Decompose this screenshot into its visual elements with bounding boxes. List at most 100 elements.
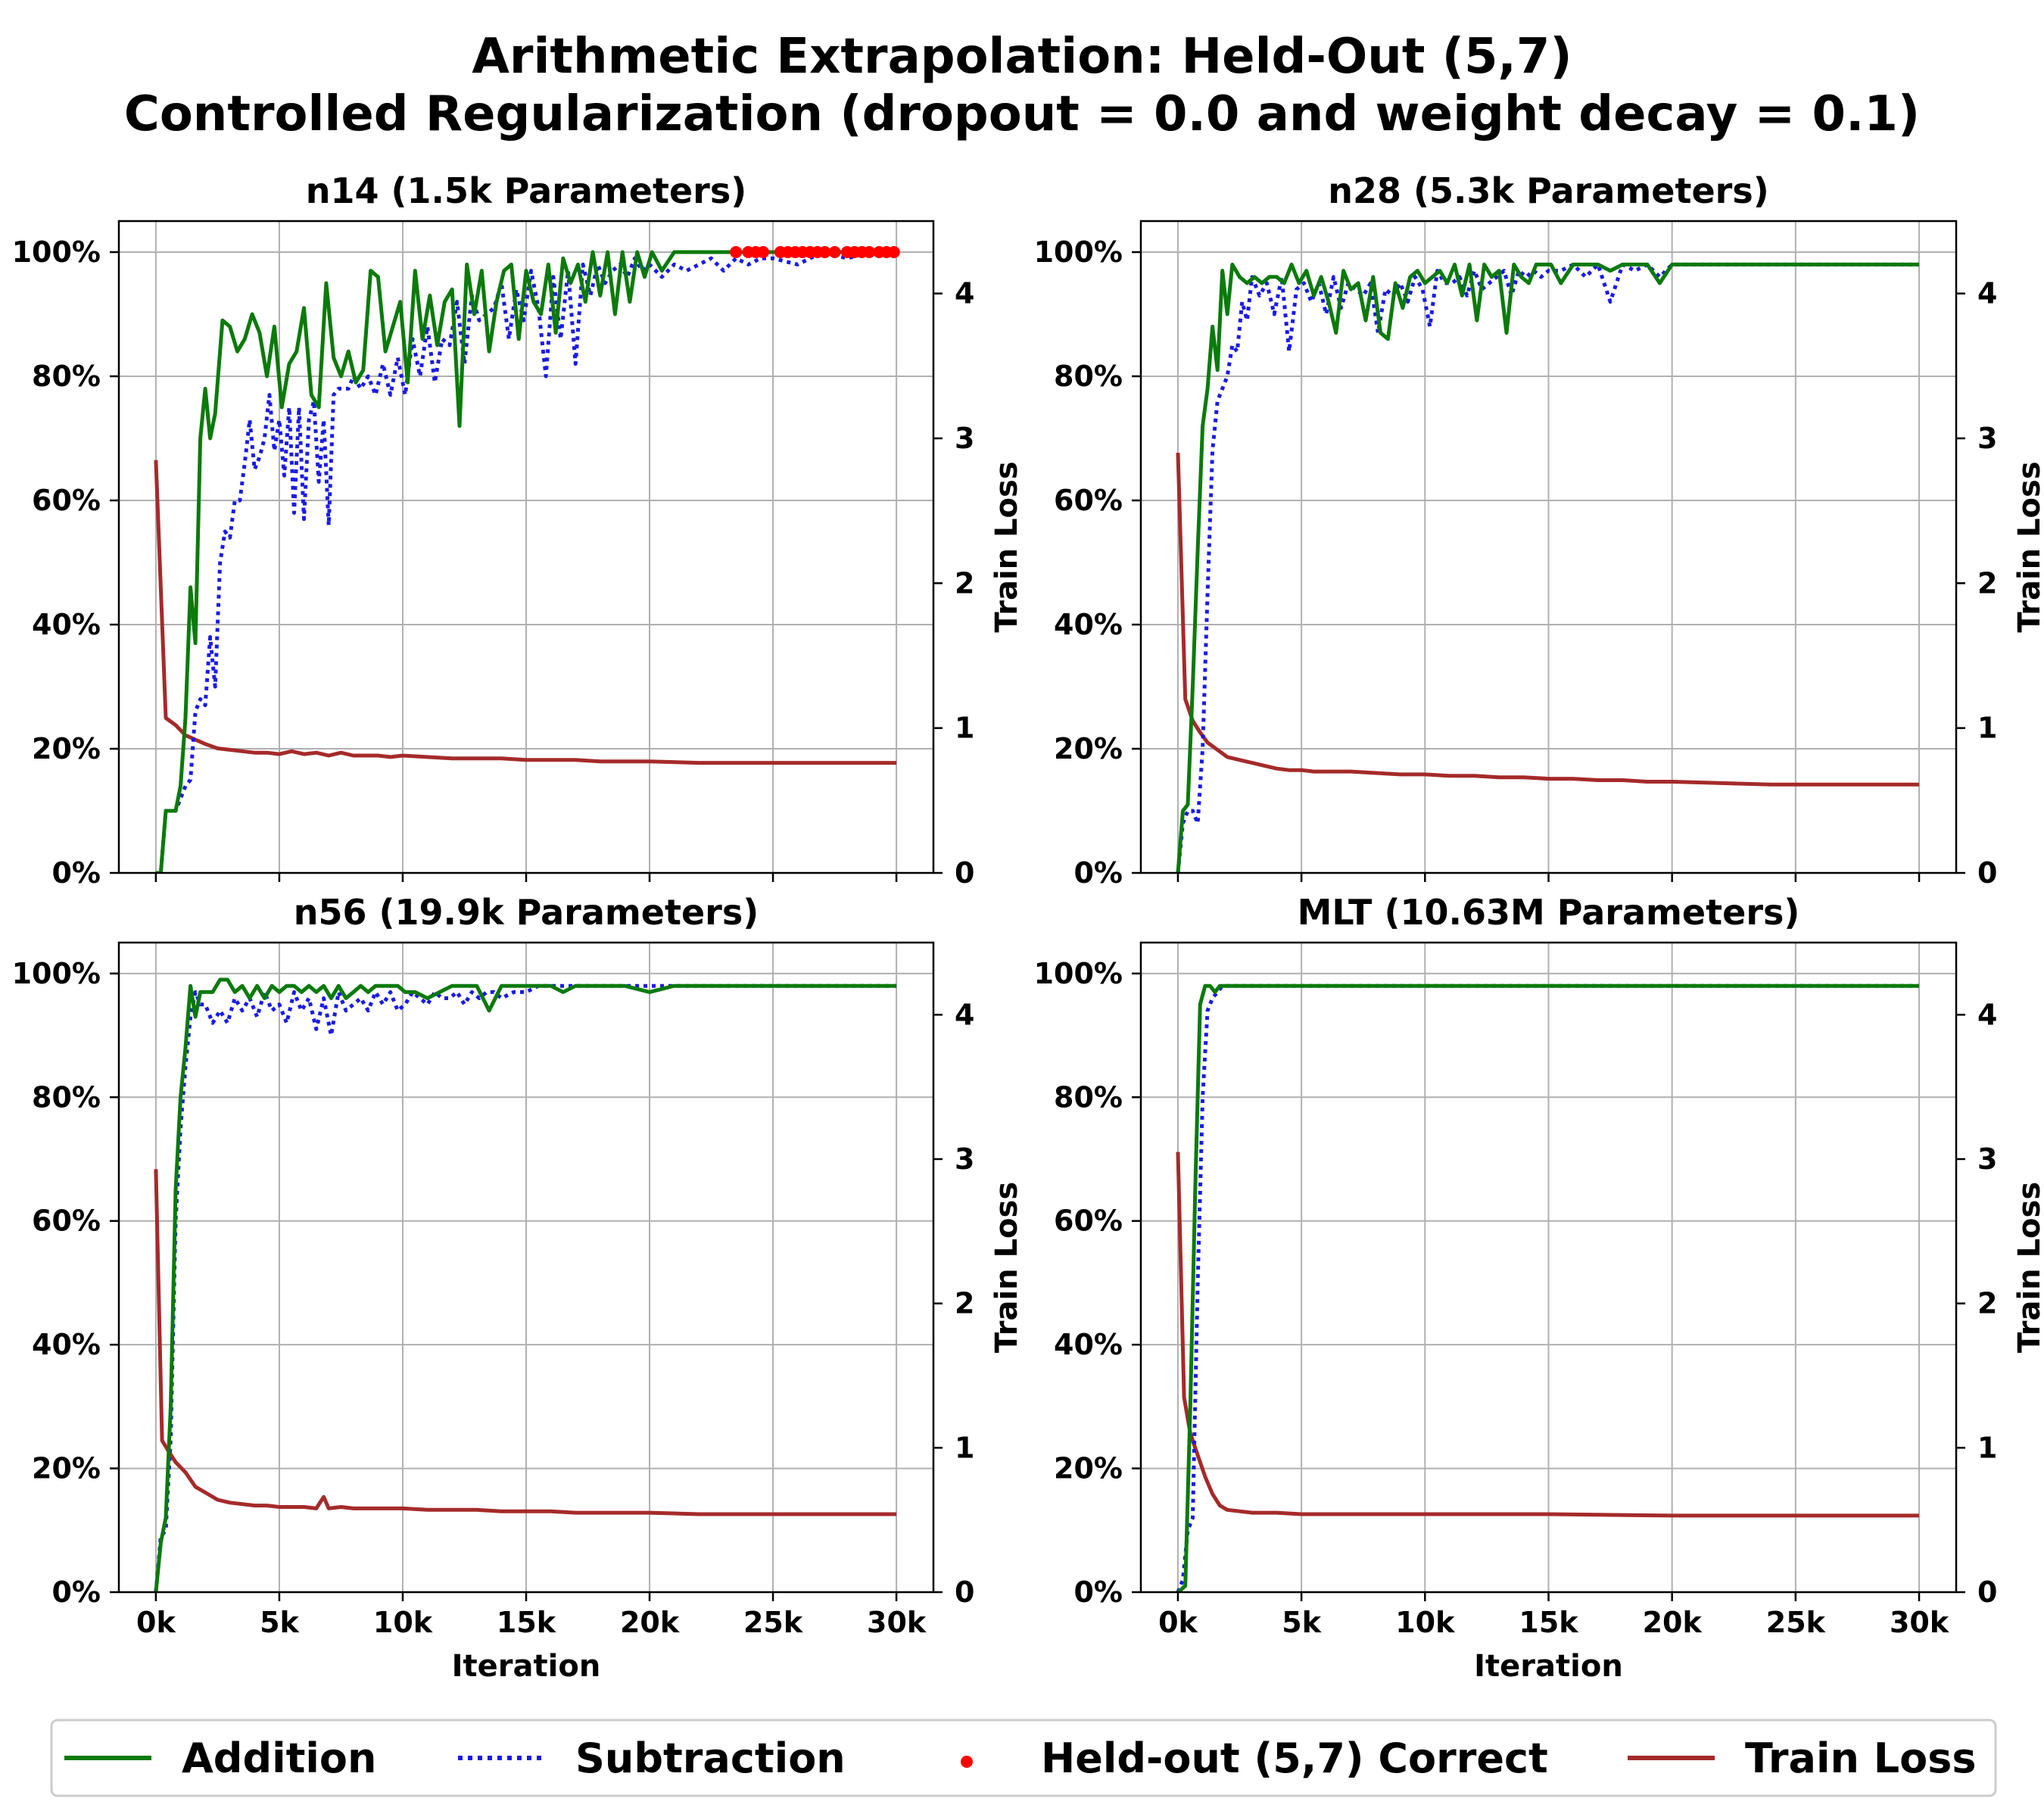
legend: Addition Subtraction Held-out (5,7) Corr… <box>50 1719 1997 1797</box>
y-left-tick-label: 60% <box>1054 1205 1123 1238</box>
y-right-tick-label: 3 <box>1977 422 1997 455</box>
x-tick-label: 10k <box>373 1606 433 1639</box>
y-left-tick-label: 20% <box>1054 1452 1123 1485</box>
y-right-tick-label: 2 <box>1977 566 1997 600</box>
y-left-tick-label: 40% <box>32 1328 101 1361</box>
y-left-tick-label: 0% <box>51 1575 101 1609</box>
y-right-tick-label: 0 <box>955 856 974 890</box>
legend-heldout-marker <box>961 1756 973 1768</box>
heldout-marker <box>887 246 900 258</box>
x-tick-label: 20k <box>620 1606 680 1639</box>
y-left-tick-label: 20% <box>32 732 101 765</box>
series-group <box>1176 262 1919 873</box>
subplot-title: n28 (5.3k Parameters) <box>1328 170 1769 211</box>
x-tick-label: 10k <box>1395 1606 1455 1639</box>
y-left-tick-label: 60% <box>32 484 101 517</box>
y-right-tick-label: 4 <box>955 998 974 1031</box>
y-right-tick-label: 0 <box>1977 1575 1997 1609</box>
y-right-tick-label: 0 <box>955 1575 974 1609</box>
series-train-loss-line <box>1176 1152 1919 1518</box>
y-left-tick-label: 60% <box>32 1205 101 1238</box>
y-left-tick-label: 40% <box>1054 608 1123 641</box>
y-left-tick-label: 80% <box>1054 1080 1123 1114</box>
subplot-2: 0% 20% 40% 60% 80% 100% 0 1 2 3 4 n28 (5.3k Paramet… <box>1034 170 2044 890</box>
heldout-marker <box>863 246 876 258</box>
y-left-tick-label: 80% <box>32 1080 101 1114</box>
y-right-tick-label: 4 <box>955 277 974 310</box>
figure-title-line1: Arithmetic Extrapolation: Held-Out (5,7) <box>472 29 1572 85</box>
legend-train-loss-label: Train Loss <box>1745 1734 1977 1782</box>
y-left-tick-label: 100% <box>1034 235 1123 269</box>
legend-heldout-label: Held-out (5,7) Correct <box>1041 1734 1548 1782</box>
y-left-tick-label: 100% <box>12 957 101 990</box>
subplot-title: n56 (19.9k Parameters) <box>294 892 759 933</box>
y-right-tick-label: 2 <box>1977 1287 1997 1320</box>
x-tick-label: 0k <box>1158 1606 1198 1639</box>
heldout-marker <box>818 246 831 258</box>
series-subtraction-line <box>154 983 897 1592</box>
heldout-marker <box>730 246 743 258</box>
series-group <box>154 246 900 873</box>
legend-subtraction-label: Subtraction <box>575 1734 846 1782</box>
series-addition-line <box>154 977 897 1592</box>
y-right-axis-label: Train Loss <box>989 1182 1024 1353</box>
y-left-tick-label: 60% <box>1054 484 1123 517</box>
y-left-tick-label: 20% <box>32 1452 101 1485</box>
y-right-tick-label: 3 <box>955 422 974 455</box>
y-right-tick-label: 1 <box>1977 712 1997 745</box>
x-tick-label: 25k <box>1766 1606 1826 1639</box>
y-right-tick-label: 0 <box>1977 856 1997 890</box>
x-axis-label: Iteration <box>1474 1649 1623 1684</box>
series-train-loss-line <box>1176 453 1919 787</box>
y-left-tick-label: 20% <box>1054 732 1123 765</box>
y-left-tick-label: 100% <box>12 235 101 269</box>
heldout-marker <box>757 246 770 258</box>
x-tick-label: 0k <box>136 1606 176 1639</box>
subplot-4: 0k 5k 10k 15k 20k 25k 30k 0% 20% 40% 60% 80% 100% 0 1 2… <box>1034 892 2044 1684</box>
x-axis-label: Iteration <box>452 1649 601 1684</box>
y-right-axis-label: Train Loss <box>2012 461 2044 632</box>
y-left-tick-label: 80% <box>1054 360 1123 393</box>
series-group <box>1176 983 1919 1592</box>
x-tick-label: 25k <box>743 1606 803 1639</box>
x-tick-label: 20k <box>1643 1606 1703 1639</box>
heldout-marker <box>828 246 841 258</box>
subplot-3: 0k 5k 10k 15k 20k 25k 30k 0% 20% 40% 60% 80% 100% 0 1 2… <box>12 892 1024 1684</box>
x-tick-label: 30k <box>867 1606 927 1639</box>
y-right-axis-label: Train Loss <box>2012 1182 2044 1353</box>
x-tick-label: 15k <box>497 1606 556 1639</box>
y-left-tick-label: 40% <box>1054 1328 1123 1361</box>
y-right-tick-label: 4 <box>1977 277 1997 310</box>
subplot-title: n14 (1.5k Parameters) <box>306 170 747 211</box>
x-tick-label: 5k <box>260 1606 299 1639</box>
x-tick-label: 15k <box>1519 1606 1578 1639</box>
x-tick-label: 5k <box>1282 1606 1321 1639</box>
subplot-title: MLT (10.63M Parameters) <box>1298 892 1800 933</box>
y-right-tick-label: 3 <box>955 1142 974 1176</box>
series-group <box>154 977 897 1592</box>
y-right-tick-label: 3 <box>1977 1142 1997 1176</box>
series-train-loss-line <box>154 460 897 765</box>
y-left-tick-label: 80% <box>32 360 101 393</box>
y-right-tick-label: 1 <box>955 712 974 745</box>
series-addition-line <box>1176 983 1919 1592</box>
y-right-axis-label: Train Loss <box>989 461 1024 632</box>
y-right-tick-label: 2 <box>955 1287 974 1320</box>
subplot-1: 0% 20% 40% 60% 80% 100% 0 1 2 3 4 n14 (1.5k Paramet… <box>12 170 1024 890</box>
y-right-tick-label: 1 <box>1977 1431 1997 1464</box>
y-right-tick-label: 2 <box>955 566 974 600</box>
legend-addition-label: Addition <box>182 1734 376 1782</box>
y-right-tick-label: 1 <box>955 1431 974 1464</box>
series-train-loss-line <box>154 1169 897 1516</box>
legend-frame <box>50 1719 1997 1797</box>
y-left-tick-label: 100% <box>1034 957 1123 990</box>
y-left-tick-label: 0% <box>1073 1575 1123 1609</box>
y-left-tick-label: 0% <box>51 856 101 890</box>
y-left-tick-label: 40% <box>32 608 101 641</box>
y-left-tick-label: 0% <box>1073 856 1123 890</box>
series-addition-line <box>155 250 897 873</box>
figure-title-line2: Controlled Regularization (dropout = 0.0… <box>124 86 1920 142</box>
y-right-tick-label: 4 <box>1977 998 1997 1031</box>
series-addition-line <box>1176 262 1919 873</box>
